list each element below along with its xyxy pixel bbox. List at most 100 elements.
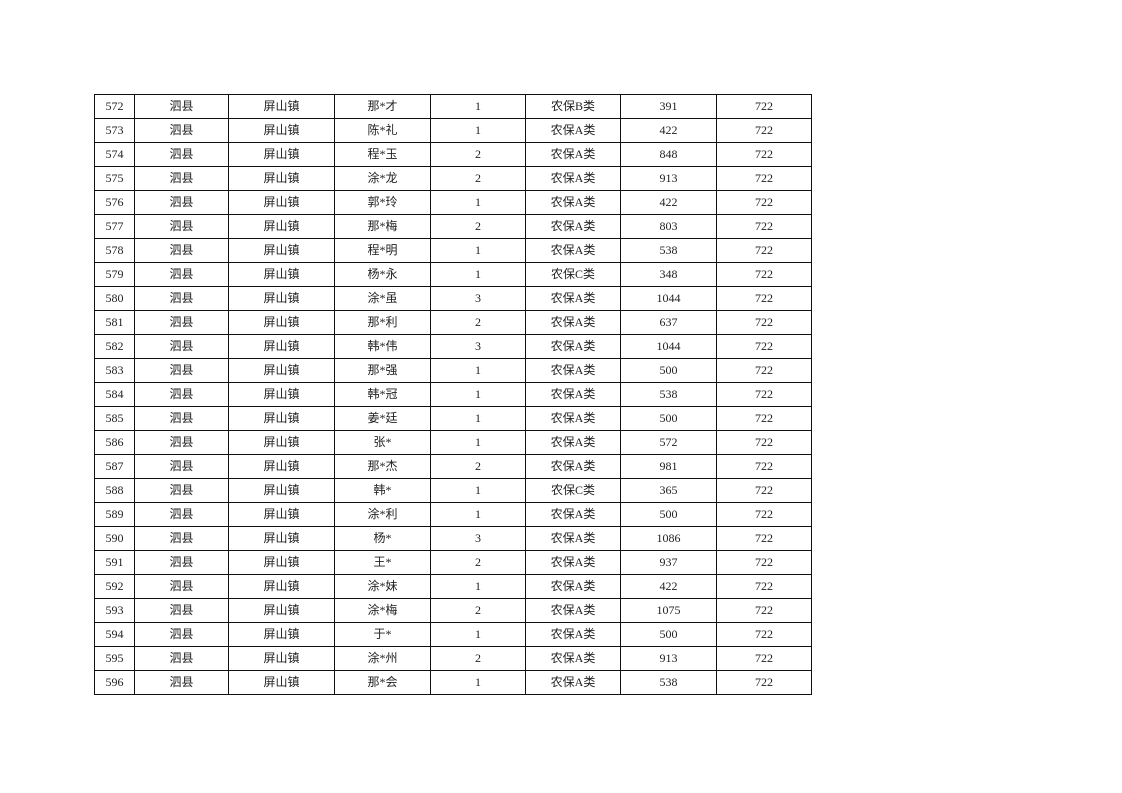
cell-county: 泗县 xyxy=(134,646,229,671)
cell-household-size: 1 xyxy=(430,190,526,215)
cell-row-number: 583 xyxy=(94,358,135,383)
cell-amount: 422 xyxy=(620,118,717,143)
cell-name: 那*会 xyxy=(334,670,431,695)
cell-amount: 1044 xyxy=(620,334,717,359)
cell-amount: 981 xyxy=(620,454,717,479)
cell-standard: 722 xyxy=(716,190,812,215)
cell-county: 泗县 xyxy=(134,334,229,359)
cell-row-number: 582 xyxy=(94,334,135,359)
cell-row-number: 593 xyxy=(94,598,135,623)
cell-town: 屏山镇 xyxy=(228,358,335,383)
cell-name: 涂*梅 xyxy=(334,598,431,623)
table-row: 578 泗县 屏山镇 程*明 1 农保A类 538 722 xyxy=(94,238,812,263)
cell-town: 屏山镇 xyxy=(228,142,335,167)
table-row: 586 泗县 屏山镇 张* 1 农保A类 572 722 xyxy=(94,430,812,455)
cell-household-size: 1 xyxy=(430,574,526,599)
cell-name: 程*玉 xyxy=(334,142,431,167)
table-row: 582 泗县 屏山镇 韩*伟 3 农保A类 1044 722 xyxy=(94,334,812,359)
cell-household-size: 2 xyxy=(430,214,526,239)
cell-county: 泗县 xyxy=(134,430,229,455)
cell-row-number: 586 xyxy=(94,430,135,455)
cell-name: 程*明 xyxy=(334,238,431,263)
cell-household-size: 1 xyxy=(430,622,526,647)
cell-standard: 722 xyxy=(716,142,812,167)
cell-county: 泗县 xyxy=(134,310,229,335)
cell-amount: 348 xyxy=(620,262,717,287)
cell-row-number: 584 xyxy=(94,382,135,407)
cell-row-number: 585 xyxy=(94,406,135,431)
cell-name: 那*才 xyxy=(334,94,431,119)
cell-town: 屏山镇 xyxy=(228,526,335,551)
cell-row-number: 595 xyxy=(94,646,135,671)
cell-row-number: 591 xyxy=(94,550,135,575)
table-row: 595 泗县 屏山镇 涂*州 2 农保A类 913 722 xyxy=(94,646,812,671)
cell-amount: 500 xyxy=(620,358,717,383)
cell-row-number: 590 xyxy=(94,526,135,551)
cell-county: 泗县 xyxy=(134,214,229,239)
cell-category: 农保A类 xyxy=(525,406,621,431)
cell-standard: 722 xyxy=(716,118,812,143)
cell-town: 屏山镇 xyxy=(228,214,335,239)
cell-household-size: 3 xyxy=(430,526,526,551)
cell-category: 农保A类 xyxy=(525,238,621,263)
cell-amount: 1075 xyxy=(620,598,717,623)
cell-standard: 722 xyxy=(716,502,812,527)
cell-category: 农保A类 xyxy=(525,598,621,623)
cell-household-size: 3 xyxy=(430,334,526,359)
cell-amount: 1086 xyxy=(620,526,717,551)
cell-town: 屏山镇 xyxy=(228,670,335,695)
cell-category: 农保A类 xyxy=(525,334,621,359)
cell-town: 屏山镇 xyxy=(228,118,335,143)
cell-household-size: 2 xyxy=(430,550,526,575)
table-row: 588 泗县 屏山镇 韩* 1 农保C类 365 722 xyxy=(94,478,812,503)
cell-amount: 637 xyxy=(620,310,717,335)
cell-category: 农保A类 xyxy=(525,502,621,527)
cell-county: 泗县 xyxy=(134,622,229,647)
cell-county: 泗县 xyxy=(134,166,229,191)
cell-amount: 365 xyxy=(620,478,717,503)
cell-household-size: 1 xyxy=(430,262,526,287)
table-row: 575 泗县 屏山镇 涂*龙 2 农保A类 913 722 xyxy=(94,166,812,191)
cell-standard: 722 xyxy=(716,598,812,623)
cell-amount: 937 xyxy=(620,550,717,575)
cell-row-number: 592 xyxy=(94,574,135,599)
cell-standard: 722 xyxy=(716,310,812,335)
cell-category: 农保A类 xyxy=(525,310,621,335)
cell-county: 泗县 xyxy=(134,502,229,527)
cell-name: 姜*廷 xyxy=(334,406,431,431)
table-row: 591 泗县 屏山镇 王* 2 农保A类 937 722 xyxy=(94,550,812,575)
cell-county: 泗县 xyxy=(134,670,229,695)
cell-standard: 722 xyxy=(716,262,812,287)
cell-town: 屏山镇 xyxy=(228,574,335,599)
table-row: 585 泗县 屏山镇 姜*廷 1 农保A类 500 722 xyxy=(94,406,812,431)
cell-standard: 722 xyxy=(716,454,812,479)
cell-category: 农保C类 xyxy=(525,262,621,287)
cell-amount: 500 xyxy=(620,622,717,647)
cell-category: 农保B类 xyxy=(525,94,621,119)
cell-name: 涂*龙 xyxy=(334,166,431,191)
data-table: 572 泗县 屏山镇 那*才 1 农保B类 391 722 573 泗县 屏山镇 陈*礼 1 农保A类 42… xyxy=(94,94,812,695)
cell-standard: 722 xyxy=(716,670,812,695)
cell-category: 农保A类 xyxy=(525,214,621,239)
cell-town: 屏山镇 xyxy=(228,334,335,359)
table-row: 577 泗县 屏山镇 那*梅 2 农保A类 803 722 xyxy=(94,214,812,239)
cell-name: 韩*冠 xyxy=(334,382,431,407)
cell-town: 屏山镇 xyxy=(228,190,335,215)
cell-amount: 913 xyxy=(620,646,717,671)
cell-category: 农保A类 xyxy=(525,190,621,215)
cell-row-number: 573 xyxy=(94,118,135,143)
cell-category: 农保A类 xyxy=(525,358,621,383)
table-row: 587 泗县 屏山镇 那*杰 2 农保A类 981 722 xyxy=(94,454,812,479)
cell-amount: 538 xyxy=(620,382,717,407)
cell-amount: 803 xyxy=(620,214,717,239)
cell-standard: 722 xyxy=(716,526,812,551)
cell-household-size: 1 xyxy=(430,502,526,527)
cell-row-number: 589 xyxy=(94,502,135,527)
cell-town: 屏山镇 xyxy=(228,286,335,311)
table-row: 593 泗县 屏山镇 涂*梅 2 农保A类 1075 722 xyxy=(94,598,812,623)
cell-amount: 500 xyxy=(620,406,717,431)
cell-household-size: 1 xyxy=(430,478,526,503)
cell-category: 农保A类 xyxy=(525,574,621,599)
cell-town: 屏山镇 xyxy=(228,478,335,503)
cell-category: 农保A类 xyxy=(525,622,621,647)
